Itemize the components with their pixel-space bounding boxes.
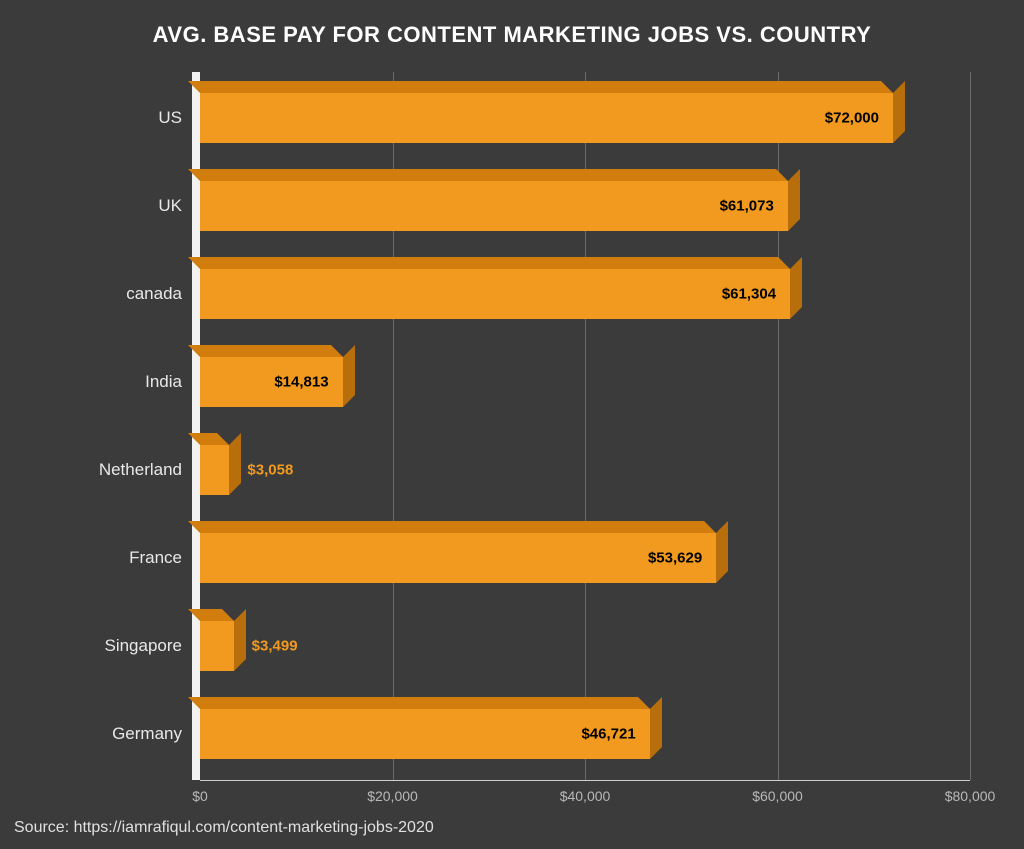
y-category-label: US xyxy=(158,108,200,128)
y-category-label: France xyxy=(129,548,200,568)
gridline xyxy=(970,72,971,780)
bar-value-label: $3,499 xyxy=(252,638,298,655)
plot-area: $0$20,000$40,000$60,000$80,000US$72,000U… xyxy=(200,72,970,780)
bar: $61,073 xyxy=(200,181,788,231)
x-tick-label: $0 xyxy=(192,788,208,804)
bar-value-label: $46,721 xyxy=(581,726,635,743)
chart-source: Source: https://iamrafiqul.com/content-m… xyxy=(14,819,434,837)
x-tick-label: $80,000 xyxy=(945,788,996,804)
chart-canvas: AVG. BASE PAY FOR CONTENT MARKETING JOBS… xyxy=(0,0,1024,849)
bar: $3,058 xyxy=(200,445,229,495)
bar-value-label: $14,813 xyxy=(274,374,328,391)
y-category-label: Netherland xyxy=(99,460,200,480)
bar: $53,629 xyxy=(200,533,716,583)
y-category-label: canada xyxy=(126,284,200,304)
bar-value-label: $53,629 xyxy=(648,550,702,567)
bar-value-label: $61,073 xyxy=(720,198,774,215)
y-category-label: Germany xyxy=(112,724,200,744)
x-tick-label: $40,000 xyxy=(560,788,611,804)
chart-title: AVG. BASE PAY FOR CONTENT MARKETING JOBS… xyxy=(0,22,1024,48)
y-category-label: UK xyxy=(158,196,200,216)
bar: $14,813 xyxy=(200,357,343,407)
bar-value-label: $3,058 xyxy=(247,462,293,479)
bar: $3,499 xyxy=(200,621,234,671)
bar: $61,304 xyxy=(200,269,790,319)
x-tick-label: $20,000 xyxy=(367,788,418,804)
y-category-label: India xyxy=(145,372,200,392)
bar-value-label: $72,000 xyxy=(825,110,879,127)
bar-value-label: $61,304 xyxy=(722,286,776,303)
bar: $46,721 xyxy=(200,709,650,759)
x-axis-line xyxy=(200,780,970,781)
y-category-label: Singapore xyxy=(104,636,200,656)
y-axis-wall xyxy=(192,60,200,780)
x-tick-label: $60,000 xyxy=(752,788,803,804)
bar: $72,000 xyxy=(200,93,893,143)
